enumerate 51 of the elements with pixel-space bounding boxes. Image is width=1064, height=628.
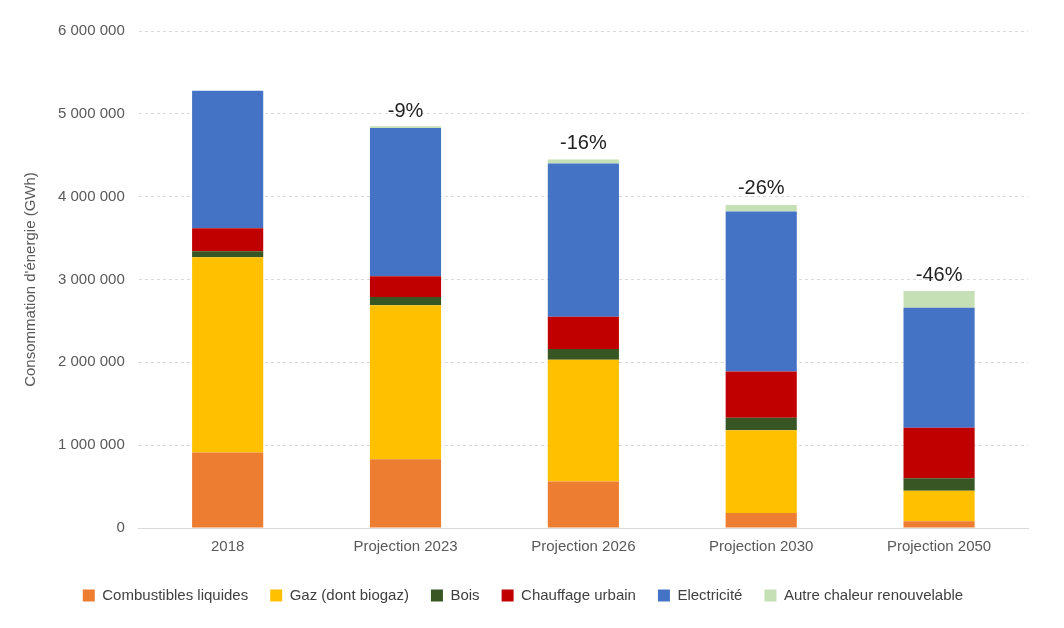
x-tick-label: Projection 2026 (531, 537, 636, 555)
annotation: -9% (387, 98, 424, 121)
bar (725, 211, 797, 372)
legend-label: Gaz (dont biogaz) (289, 585, 409, 603)
annotation: -16% (560, 130, 607, 153)
y-tick-label: 1 000 000 (58, 435, 125, 453)
y-axis-title: Consommation d'énergie (GWh) (21, 172, 39, 387)
bar (369, 296, 442, 306)
bar (369, 459, 442, 528)
bar (547, 163, 619, 317)
bar (725, 430, 797, 514)
bar (547, 481, 619, 528)
bar (192, 251, 264, 258)
x-tick-label: Projection 2050 (886, 537, 992, 555)
bar (725, 417, 797, 431)
bar (547, 349, 619, 360)
bar (547, 159, 619, 164)
bar (725, 513, 797, 528)
legend-label: Autre chaleur renouvelable (783, 585, 964, 603)
legend-label: Bois (450, 585, 480, 603)
x-tick-label: Projection 2023 (353, 537, 458, 555)
y-tick-label: 2 000 000 (58, 352, 125, 370)
bar (369, 127, 442, 277)
y-tick-label: 6 000 000 (58, 21, 125, 39)
x-tick-label: 2018 (210, 537, 245, 555)
bar (192, 452, 264, 528)
bar (192, 257, 264, 453)
bar (903, 291, 975, 308)
bar (547, 359, 619, 482)
bar (192, 228, 264, 252)
bar (547, 316, 619, 350)
bar (903, 478, 975, 491)
bar (903, 307, 975, 428)
legend-label: Combustibles liquides (102, 585, 249, 603)
legend-label: Electricité (677, 585, 743, 603)
x-tick-label: Projection 2030 (709, 537, 814, 555)
y-tick-label: 4 000 000 (58, 186, 125, 204)
bar (725, 204, 797, 212)
bar (903, 521, 975, 528)
bar (903, 427, 975, 479)
bar (369, 276, 442, 297)
y-tick-label: 5 000 000 (58, 103, 125, 121)
annotation: -26% (737, 176, 785, 199)
y-tick-label: 0 (116, 518, 125, 536)
bar (725, 371, 797, 418)
bar (192, 90, 264, 229)
annotation: -46% (915, 262, 963, 285)
bar (369, 305, 442, 460)
y-tick-label: 3 000 000 (58, 269, 125, 287)
legend-label: Chauffage urbain (521, 585, 636, 603)
bar (903, 490, 975, 522)
